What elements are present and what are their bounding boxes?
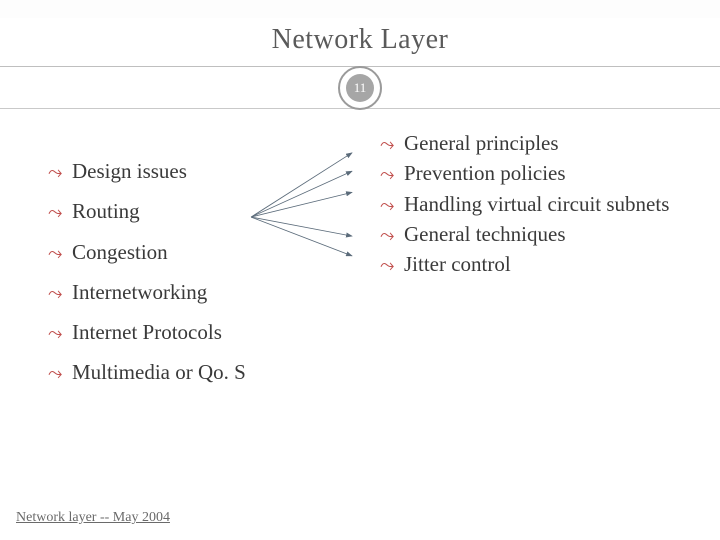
item-text: General techniques (404, 221, 566, 247)
footer-text: Network layer -- May 2004 (16, 510, 170, 526)
bullet-icon: ⤳ (48, 323, 68, 344)
slide-number-badge: 11 (338, 66, 382, 110)
bullet-icon: ⤳ (48, 243, 68, 264)
left-column: ⤳ Design issues ⤳ Routing ⤳ Congestion ⤳… (0, 130, 360, 500)
bullet-icon: ⤳ (48, 363, 68, 384)
item-text: Jitter control (404, 251, 511, 277)
list-item: ⤳ General principles (380, 130, 720, 156)
bullet-icon: ⤳ (380, 164, 400, 185)
list-item: ⤳ Design issues (48, 158, 360, 184)
list-item: ⤳ Internetworking (48, 279, 360, 305)
bullet-icon: ⤳ (380, 255, 400, 276)
bullet-icon: ⤳ (380, 225, 400, 246)
list-item: ⤳ Internet Protocols (48, 319, 360, 345)
bullet-icon: ⤳ (380, 134, 400, 155)
slide-title: Network Layer (272, 24, 449, 55)
list-item: ⤳ Prevention policies (380, 160, 720, 186)
list-item: ⤳ Routing (48, 198, 360, 224)
item-text: General principles (404, 130, 559, 156)
item-text: Handling virtual circuit subnets (404, 191, 669, 217)
badge-outer-ring: 11 (338, 66, 382, 110)
slide-title-block: Network Layer (0, 18, 720, 66)
list-item: ⤳ Congestion (48, 239, 360, 265)
bullet-icon: ⤳ (48, 162, 68, 183)
item-text: Design issues (72, 158, 187, 184)
item-text: Internet Protocols (72, 319, 222, 345)
item-text: Internetworking (72, 279, 207, 305)
item-text: Prevention policies (404, 160, 566, 186)
list-item: ⤳ Multimedia or Qo. S (48, 359, 360, 385)
item-text: Multimedia or Qo. S (72, 359, 246, 385)
item-text: Routing (72, 198, 140, 224)
bullet-icon: ⤳ (380, 195, 400, 216)
list-item: ⤳ Handling virtual circuit subnets (380, 191, 720, 217)
list-item: ⤳ Jitter control (380, 251, 720, 277)
slide-number: 11 (354, 80, 367, 96)
list-item: ⤳ General techniques (380, 221, 720, 247)
content-area: ⤳ Design issues ⤳ Routing ⤳ Congestion ⤳… (0, 130, 720, 500)
item-text: Congestion (72, 239, 168, 265)
top-spacer (0, 0, 720, 18)
right-column: ⤳ General principles ⤳ Prevention polici… (360, 130, 720, 500)
badge-inner-circle: 11 (346, 74, 374, 102)
slide: Network Layer 11 ⤳ Design issues ⤳ Routi… (0, 0, 720, 540)
bullet-icon: ⤳ (48, 202, 68, 223)
bullet-icon: ⤳ (48, 283, 68, 304)
